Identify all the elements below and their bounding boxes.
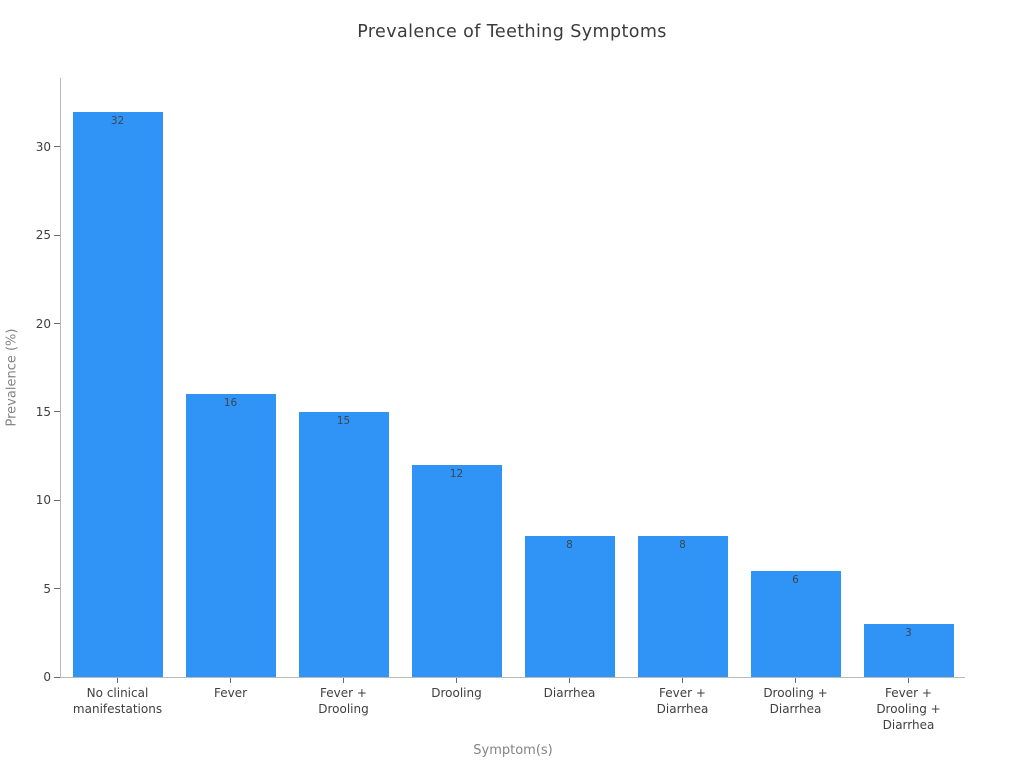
y-tick-label: 10 (35, 493, 51, 508)
x-tick-mark (117, 678, 118, 683)
bar-diarrhea[interactable] (524, 535, 615, 677)
y-tick-label: 30 (35, 139, 51, 154)
y-tick-mark (54, 234, 60, 236)
x-tick-label-line: Diarrhea (656, 702, 709, 716)
bar-fever[interactable] (185, 394, 276, 677)
y-tick-label: 5 (43, 581, 51, 596)
y-tick-mark (54, 323, 60, 325)
y-tick-mark (54, 499, 60, 501)
x-tick-label-line: Fever (213, 686, 248, 700)
bar-value-label: 8 (566, 538, 573, 551)
x-tick-label-line: Diarrhea (882, 718, 935, 732)
x-tick-label: Fever + Drooling + Diarrhea (876, 685, 940, 733)
y-tick-label: 25 (35, 228, 51, 243)
bar-value-label: 3 (905, 626, 912, 639)
bar-drooling[interactable] (411, 464, 502, 677)
y-tick-label: 15 (35, 404, 51, 419)
x-tick-label-line: Diarrhea (543, 686, 596, 700)
x-tick-label-line: Drooling + (876, 702, 941, 716)
bar-fever-drooling-diarrhea[interactable] (863, 623, 954, 677)
x-axis-line (60, 677, 965, 678)
x-tick-label-line: manifestations (72, 702, 163, 716)
x-tick-label-line: Drooling + (763, 686, 828, 700)
bar-drooling-diarrhea[interactable] (750, 570, 841, 677)
y-tick-mark (54, 411, 60, 413)
x-tick-mark (795, 678, 796, 683)
y-tick-label: 0 (43, 670, 51, 684)
bar-fever-diarrhea[interactable] (637, 535, 728, 677)
x-tick-label: Drooling + Diarrhea (763, 685, 827, 717)
x-tick-label: Drooling (431, 685, 481, 701)
bar-value-label: 15 (336, 414, 351, 427)
x-tick-mark (569, 678, 570, 683)
chart-title: Prevalence of Teething Symptoms (357, 22, 667, 42)
y-tick-mark (54, 676, 60, 678)
x-tick-label: Fever + Drooling (318, 685, 368, 717)
bar-no-clinical-manifestations[interactable] (72, 111, 163, 677)
x-tick-mark (230, 678, 231, 683)
x-tick-label: Fever + Diarrhea (657, 685, 709, 717)
x-tick-mark (908, 678, 909, 683)
bar-value-label: 6 (792, 573, 799, 586)
bar-value-label: 32 (110, 114, 125, 127)
x-tick-label-line: Drooling (318, 702, 369, 716)
y-tick-label: 20 (35, 316, 51, 331)
y-tick-mark (54, 146, 60, 148)
x-tick-label: Diarrhea (544, 685, 596, 701)
x-tick-mark (456, 678, 457, 683)
x-tick-label-line: Fever + (885, 686, 932, 700)
x-tick-label-line: Fever + (320, 686, 367, 700)
x-axis-title: Symptom(s) (473, 743, 553, 758)
x-tick-label-line: No clinical (86, 686, 149, 700)
x-tick-label-line: Fever + (659, 686, 706, 700)
x-tick-mark (682, 678, 683, 683)
bar-value-label: 16 (223, 397, 238, 410)
x-tick-label-line: Diarrhea (769, 702, 822, 716)
x-tick-label: No clinical manifestations (73, 685, 162, 717)
bar-value-label: 12 (449, 467, 464, 480)
x-tick-label-line: Drooling (431, 686, 482, 700)
y-axis-title: Prevalence (%) (4, 328, 20, 427)
bar-fever-drooling[interactable] (298, 411, 389, 677)
x-tick-label: Fever (214, 685, 247, 701)
x-tick-mark (343, 678, 344, 683)
y-tick-mark (54, 588, 60, 590)
y-axis-line (60, 78, 61, 677)
bar-value-label: 8 (679, 538, 686, 551)
